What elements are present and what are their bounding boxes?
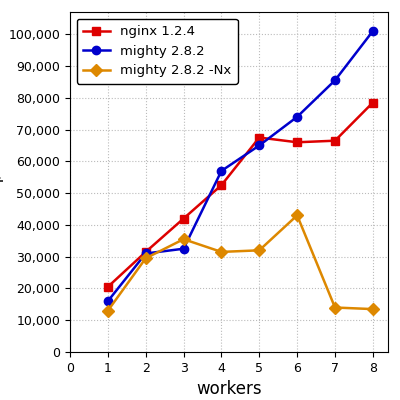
mighty 2.8.2 -Nx [143,256,148,261]
mighty 2.8.2 [106,299,110,304]
Line: nginx 1.2.4: nginx 1.2.4 [104,98,377,291]
mighty 2.8.2 -Nx [295,213,300,218]
nginx 1.2.4 [143,250,148,254]
nginx 1.2.4 [181,216,186,221]
mighty 2.8.2 [181,246,186,251]
mighty 2.8.2 -Nx [333,305,338,310]
Y-axis label: req/s: req/s [0,161,3,203]
mighty 2.8.2 [257,143,262,148]
nginx 1.2.4 [370,100,375,105]
mighty 2.8.2 [219,168,224,173]
mighty 2.8.2 -Nx [181,237,186,242]
Line: mighty 2.8.2: mighty 2.8.2 [104,27,377,305]
nginx 1.2.4 [219,183,224,188]
nginx 1.2.4 [333,138,338,143]
Legend: nginx 1.2.4, mighty 2.8.2, mighty 2.8.2 -Nx: nginx 1.2.4, mighty 2.8.2, mighty 2.8.2 … [76,18,238,84]
mighty 2.8.2 -Nx [370,307,375,312]
mighty 2.8.2 [370,29,375,34]
mighty 2.8.2 -Nx [106,308,110,313]
mighty 2.8.2 [333,78,338,83]
nginx 1.2.4 [295,140,300,145]
Line: mighty 2.8.2 -Nx: mighty 2.8.2 -Nx [104,211,377,315]
nginx 1.2.4 [106,284,110,289]
X-axis label: workers: workers [196,380,262,398]
mighty 2.8.2 -Nx [219,250,224,254]
nginx 1.2.4 [257,135,262,140]
mighty 2.8.2 -Nx [257,248,262,253]
mighty 2.8.2 [295,114,300,119]
mighty 2.8.2 [143,251,148,256]
